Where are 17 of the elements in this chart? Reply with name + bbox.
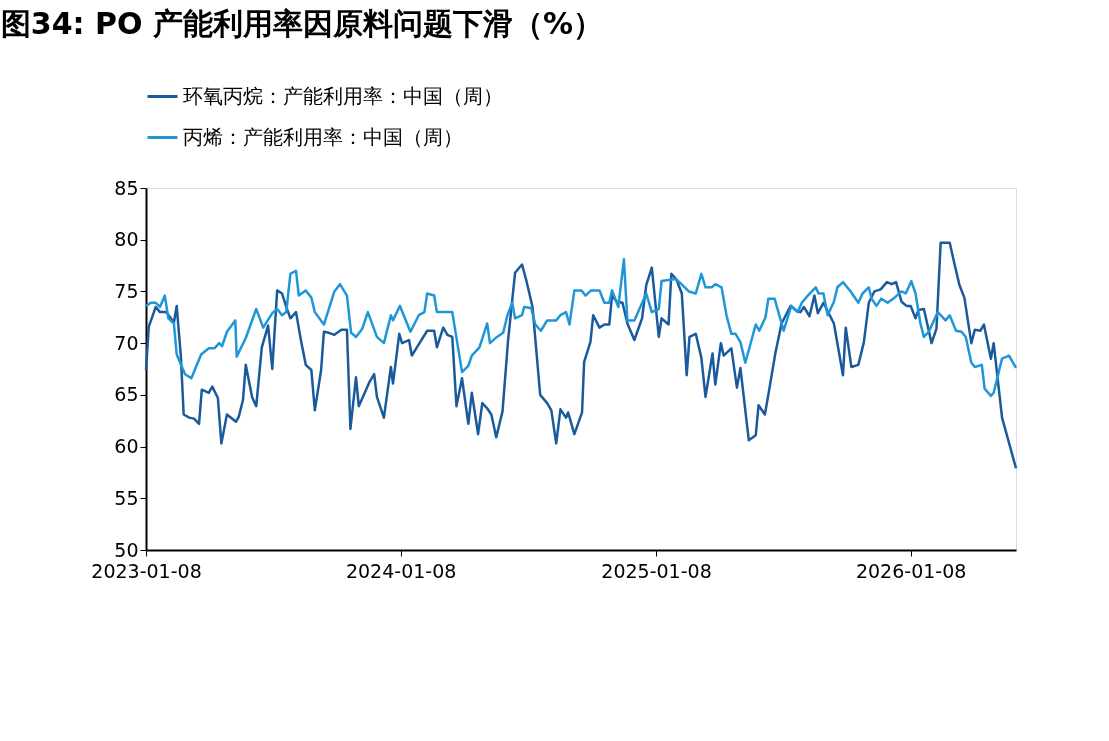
legend-label: 环氧丙烷：产能利用率：中国（周） bbox=[183, 83, 503, 108]
y-tick-label: 75 bbox=[114, 279, 139, 302]
y-tick-label: 85 bbox=[114, 176, 139, 199]
x-tick-label: 2025-01-08 bbox=[601, 559, 712, 582]
y-tick-label: 55 bbox=[114, 486, 139, 509]
x-tick-label: 2026-01-08 bbox=[855, 559, 967, 582]
line-series bbox=[144, 258, 1018, 398]
y-tick-label: 60 bbox=[114, 435, 139, 458]
x-tick-label: 2023-01-08 bbox=[91, 559, 202, 582]
y-tick-label: 50 bbox=[114, 538, 139, 561]
x-tick-label: 2024-01-08 bbox=[345, 559, 457, 582]
legend-label: 丙烯：产能利用率：中国（周） bbox=[183, 124, 463, 149]
y-tick-label: 80 bbox=[114, 228, 139, 251]
line-series bbox=[144, 241, 1018, 470]
chart-title: 图34: PO 产能利用率因原料问题下滑（%） bbox=[0, 6, 603, 41]
y-tick-label: 70 bbox=[114, 331, 139, 354]
y-tick-label: 65 bbox=[114, 383, 139, 406]
